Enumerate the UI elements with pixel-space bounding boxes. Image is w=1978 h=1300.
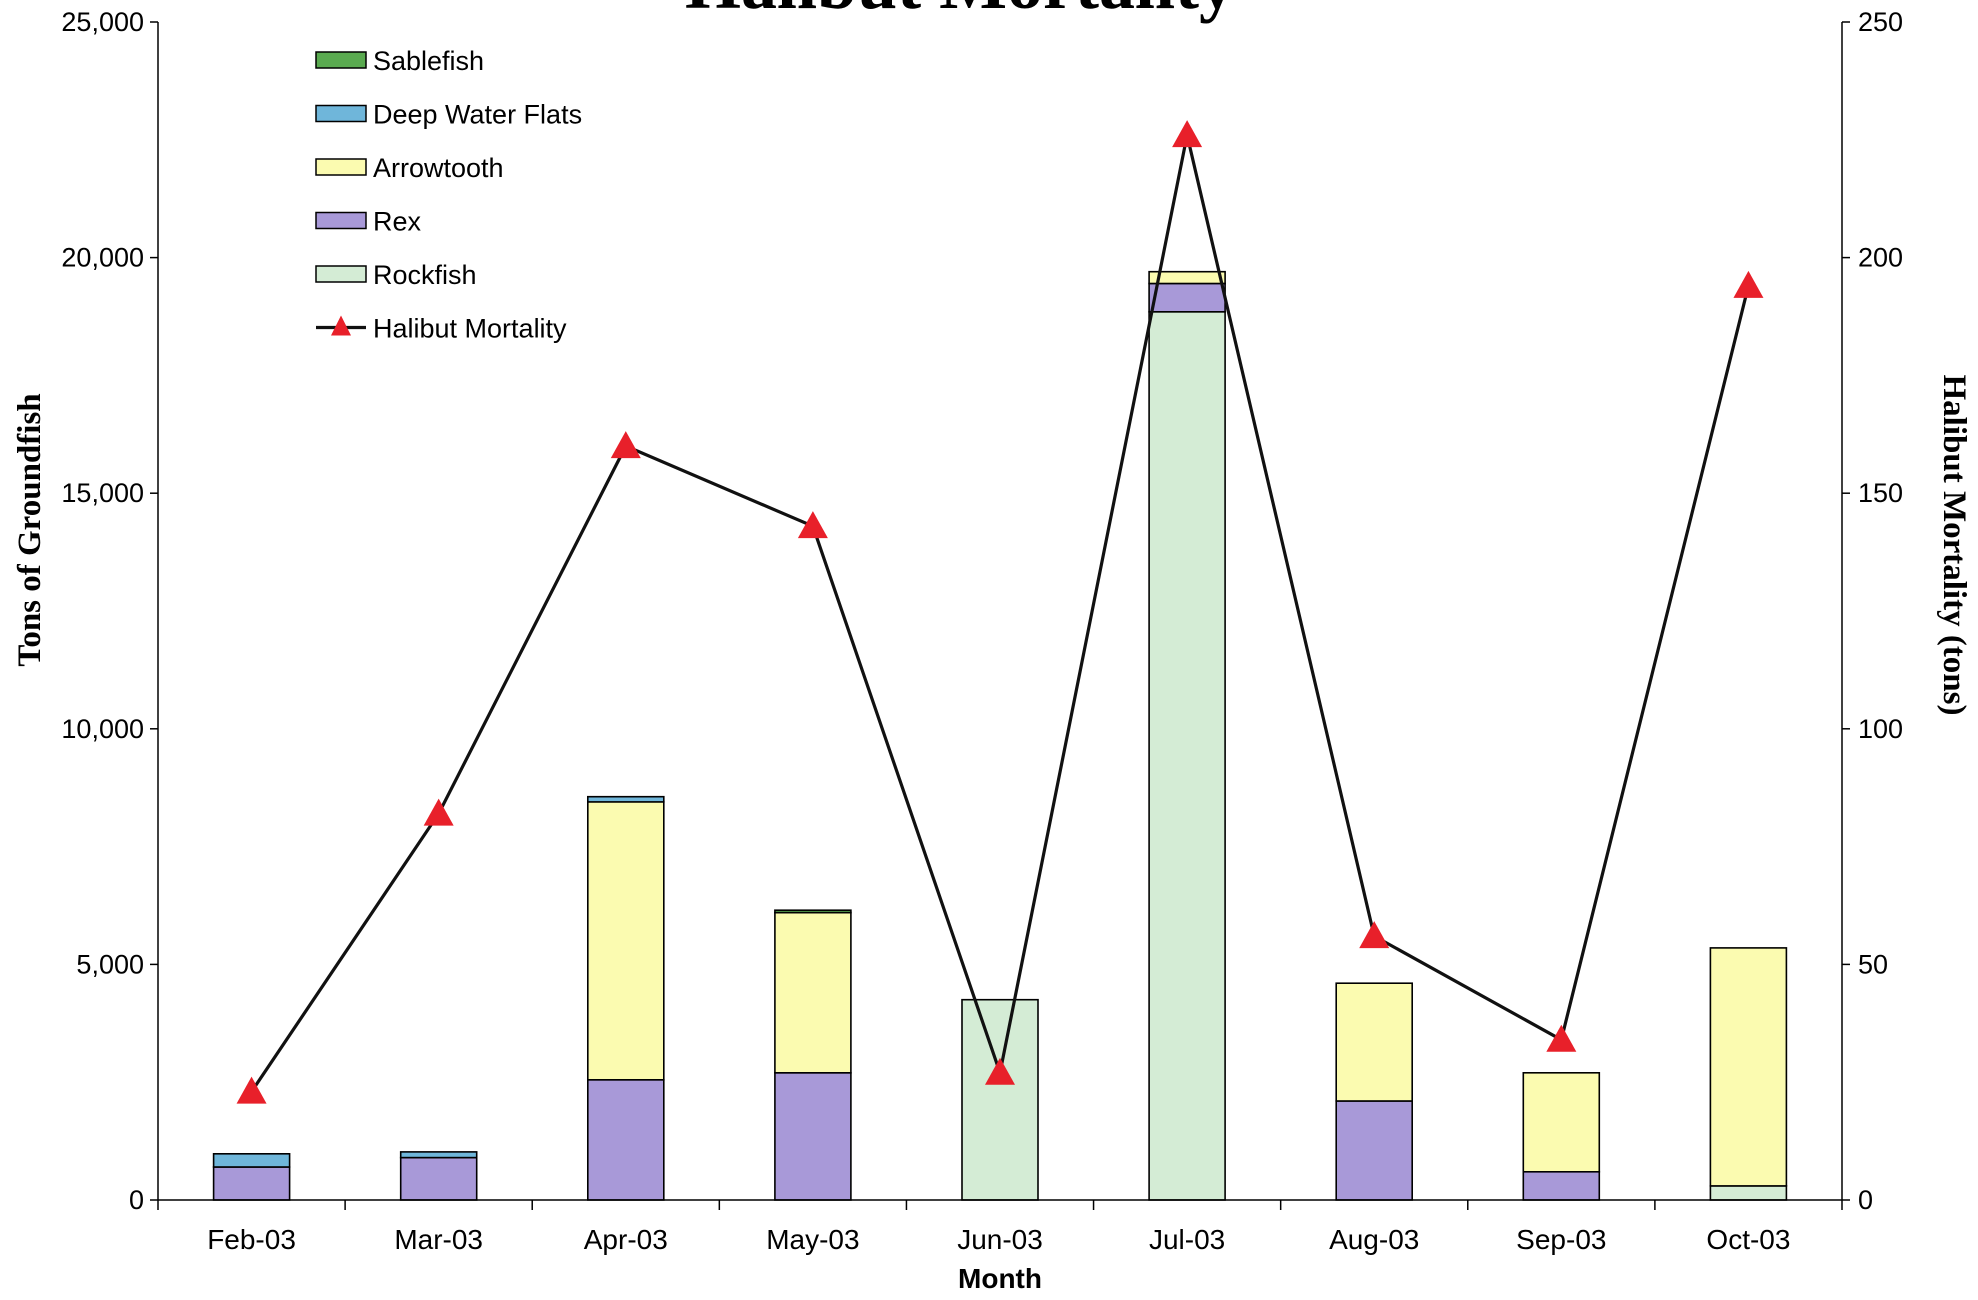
x-tick-label: Jun-03 <box>957 1224 1043 1255</box>
halibut-mortality-marker <box>1172 120 1203 148</box>
halibut-mortality-marker <box>610 431 641 459</box>
legend-swatch-marker <box>331 315 351 336</box>
bar-segment-arrowtooth <box>1335 982 1413 1102</box>
bar-segment-rex <box>1335 1100 1413 1201</box>
legend-swatch <box>315 104 367 123</box>
x-tick-label: Mar-03 <box>394 1224 483 1255</box>
bar-segment-arrowtooth <box>1709 947 1788 1187</box>
legend-label: Deep Water Flats <box>373 100 582 130</box>
y2-tick-label: 0 <box>1858 1185 1873 1215</box>
bar-segment-deep-water-flats <box>586 795 665 803</box>
bar-segment-rockfish <box>1709 1185 1788 1201</box>
x-tick-label: Apr-03 <box>584 1224 668 1255</box>
bar-segment-rex <box>586 1079 665 1201</box>
legend-label: Arrowtooth <box>373 153 504 183</box>
x-axis-title: Month <box>958 1263 1042 1294</box>
x-tick-label: Aug-03 <box>1329 1224 1419 1255</box>
halibut-mortality-marker <box>1546 1024 1577 1052</box>
bar-segment-arrowtooth <box>1148 270 1226 285</box>
bar-segment-deep-water-flats <box>212 1153 291 1168</box>
legend-swatch <box>315 265 367 283</box>
y-tick-label: 5,000 <box>76 949 144 979</box>
y2-tick-label: 250 <box>1858 7 1903 37</box>
x-tick-label: Oct-03 <box>1706 1224 1790 1255</box>
legend-label: Rockfish <box>373 260 477 290</box>
y2-axis-title: Halibut Mortality (tons) <box>1936 375 1972 716</box>
bar-segment-arrowtooth <box>774 911 852 1074</box>
y2-tick-label: 150 <box>1858 478 1903 508</box>
legend-swatch <box>315 51 367 69</box>
bar-segment-deep-water-flats <box>399 1151 478 1159</box>
bar-segment-arrowtooth <box>1522 1072 1601 1173</box>
y-tick-label: 10,000 <box>61 714 144 744</box>
x-tick-label: Jul-03 <box>1149 1224 1225 1255</box>
bar-segment-rockfish <box>961 998 1039 1201</box>
y2-tick-label: 200 <box>1858 243 1903 273</box>
bar-segment-rex <box>212 1166 291 1201</box>
halibut-mortality-marker <box>1733 270 1764 298</box>
x-tick-label: Feb-03 <box>207 1224 296 1255</box>
halibut-mortality-marker <box>985 1057 1015 1085</box>
bar-segment-rex <box>399 1156 478 1201</box>
halibut-mortality-marker <box>797 511 828 539</box>
bar-segment-rex <box>1522 1170 1601 1201</box>
y-tick-label: 25,000 <box>61 7 144 37</box>
bar-segment-arrowtooth <box>586 800 665 1081</box>
bar-segment-rex <box>774 1072 852 1201</box>
y-axis-title: Tons of Groundfish <box>12 393 48 666</box>
halibut-mortality-marker <box>1359 921 1390 949</box>
y-tick-label: 15,000 <box>61 478 144 508</box>
y2-tick-label: 50 <box>1858 949 1888 979</box>
x-tick-label: May-03 <box>766 1224 859 1255</box>
x-tick-label: Sep-03 <box>1516 1224 1606 1255</box>
halibut-mortality-marker <box>423 798 454 826</box>
bar-segment-rex <box>1148 282 1226 313</box>
legend-swatch <box>315 211 367 230</box>
y2-tick-label: 100 <box>1858 714 1903 744</box>
chart-title: Halibut Mortality <box>685 0 1235 24</box>
legend-label: Halibut Mortality <box>373 314 567 344</box>
halibut-mortality-marker <box>236 1076 267 1104</box>
legend-swatch <box>315 158 367 176</box>
legend-label: Rex <box>373 207 422 237</box>
legend-label: Sablefish <box>373 46 484 76</box>
y-tick-label: 0 <box>129 1185 144 1215</box>
bar-segment-rockfish <box>1148 310 1226 1201</box>
bar-segment-sablefish <box>774 909 852 914</box>
y-tick-label: 20,000 <box>61 243 144 273</box>
